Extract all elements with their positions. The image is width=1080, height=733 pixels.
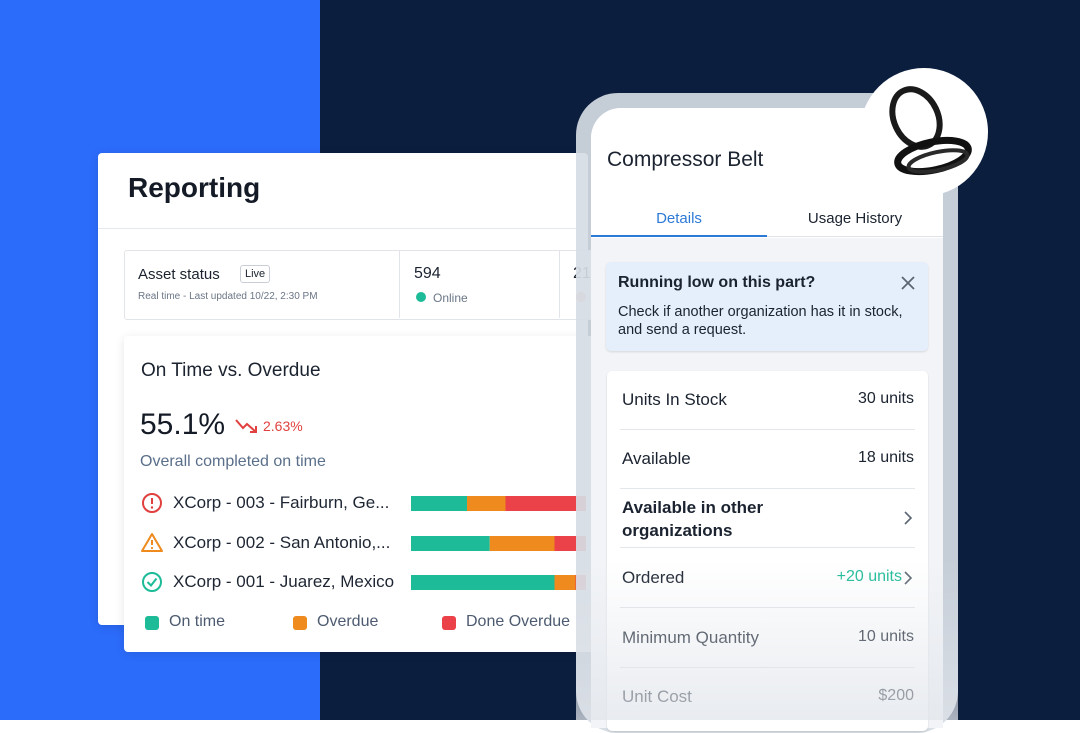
tab-details[interactable]: Details [656,210,702,227]
separator [620,429,915,430]
close-button[interactable] [901,276,915,290]
alert-body: Check if another organization has it in … [618,304,903,338]
legend-swatch [145,616,159,630]
bar-segment [489,536,555,551]
legend-label: Done Overdue [466,613,571,630]
chevron[interactable] [903,511,913,525]
alert-box [606,262,928,351]
bar-segment [467,496,506,511]
change: 2.63% [263,418,303,434]
ok-icon [142,572,162,592]
part-title: Compressor Belt [607,148,764,171]
bar-segment [411,496,467,511]
status-icons [141,493,163,592]
legend-swatch [293,616,307,630]
chevron-path [904,511,913,525]
trend-down-icon [235,419,257,433]
divider [399,251,400,318]
row-label: XCorp - 002 - San Antonio,... [173,533,391,552]
bar-segment [411,536,490,551]
legend-label: Overdue [317,613,379,630]
online-dot [416,292,426,302]
legend-swatch [442,616,456,630]
metric: 55.1% [140,408,226,441]
warning-icon [141,533,163,552]
part-image [860,68,988,196]
separator [620,488,915,489]
tab-divider [767,236,943,237]
chart-subtitle: Overall completed on time [140,453,326,470]
tab-usage-history[interactable]: Usage History [807,210,903,227]
chart-card [124,336,594,652]
detail-label: Units In Stock [622,390,727,409]
stat-label: Online [433,291,468,305]
detail-label: Available [622,449,691,468]
asset-status-label: Asset status [138,266,220,283]
divider [559,251,560,318]
chart-title: On Time vs. Overdue [141,360,321,381]
detail-label[interactable]: Available in other organizations [622,498,764,540]
bar-segment [411,575,555,590]
separator [620,547,915,548]
error-icon [142,493,162,513]
asset-status-box [124,250,596,320]
row-label: XCorp - 003 - Fairburn, Ge... [173,493,390,512]
stat-value: 594 [414,265,441,282]
bar-segment [554,575,576,590]
detail-value: 18 units [857,449,914,466]
bar-segment [505,496,586,511]
fade [576,560,958,720]
bars [411,496,586,590]
detail-value: 30 units [857,390,914,407]
row-label: XCorp - 001 - Juarez, Mexico [173,572,395,591]
divider [98,228,588,229]
tab-underline [591,235,767,237]
legend-label: On time [169,613,226,630]
reporting-title: Reporting [128,172,261,203]
live-badge: Live [240,265,271,283]
alert-title: Running low on this part? [618,274,816,291]
last-updated: Real time - Last updated 10/22, 2:30 PM [138,291,318,302]
